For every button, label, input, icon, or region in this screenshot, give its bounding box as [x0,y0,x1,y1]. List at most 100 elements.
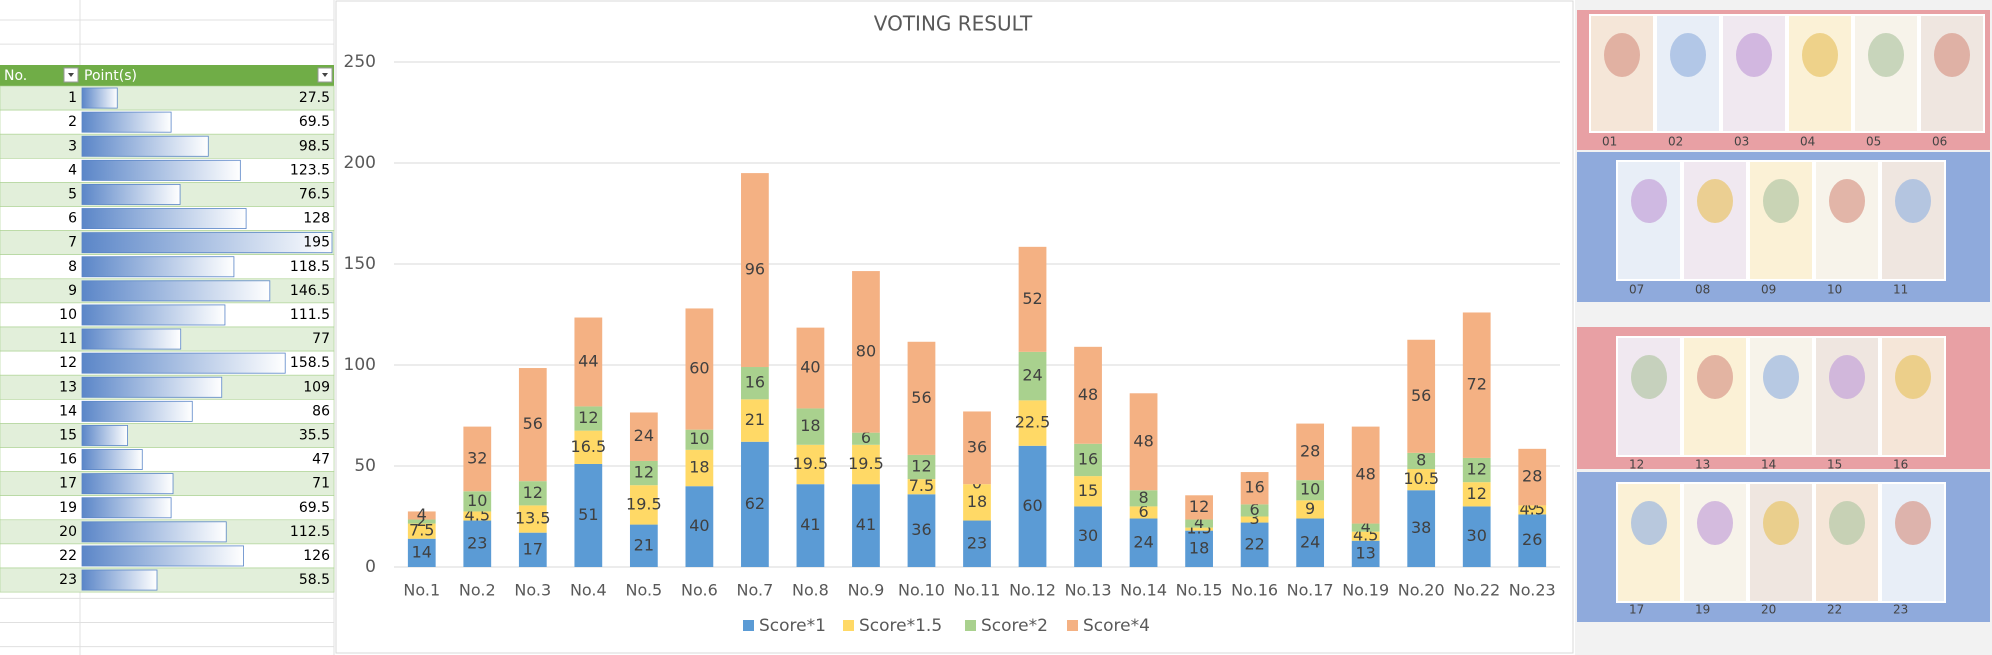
thumbnail-figure [1895,501,1931,545]
thumbnail-label: 11 [1893,283,1908,297]
bar-segment [685,486,714,567]
bar-segment [1351,523,1380,532]
bar-segment [907,454,936,480]
data-label: 12 [1189,497,1209,516]
bar-segment [852,432,880,445]
bar-segment [685,429,714,450]
thumbnail-label: 14 [1761,458,1776,472]
data-bar [81,135,209,157]
bar-segment [518,368,547,482]
data-label: 32 [467,448,487,467]
bar-segment [1407,339,1436,453]
data-label: 18 [800,416,820,435]
thumbnail-figure [1895,355,1931,399]
data-label: 48 [1355,465,1375,484]
bar-segment [574,406,603,431]
data-label: 13.5 [515,509,551,528]
data-bar [81,328,182,350]
data-label: 60 [1022,496,1042,515]
thumbnail-figure [1934,33,1970,77]
bar-segment [463,491,492,512]
cell: 10 [59,307,77,323]
cell: 22 [59,548,77,564]
bar-segment [1240,522,1269,567]
data-label: 4 [417,505,427,524]
x-tick-label: No.8 [792,581,829,600]
thumbnail-label: 09 [1761,283,1776,297]
thumbnail-label: 19 [1695,603,1710,617]
bar-segment [1351,426,1380,524]
bar-segment [1462,312,1491,458]
data-label: 24 [1133,532,1153,551]
bar-segment [1407,452,1436,470]
thumbnail-label: 05 [1866,135,1881,149]
data-bar [81,208,247,230]
bar-segment [518,532,547,567]
legend-swatch [965,620,976,631]
bar-segment [574,317,603,407]
data-label: 24 [1300,532,1320,551]
data-label: 16 [745,373,765,392]
x-tick-label: No.13 [1065,581,1112,600]
data-label: 10.5 [1403,469,1439,488]
bar-segment [796,408,825,445]
y-tick-label: 0 [365,557,376,577]
data-label: 12 [578,408,598,427]
cell: 195 [303,235,330,251]
cell: 123.5 [290,162,330,178]
data-label: 9 [1305,499,1315,518]
bar-segment [1074,346,1102,444]
cell: 8 [68,259,77,275]
thumbnail-figure [1763,355,1799,399]
data-bar [81,449,143,471]
data-label: 21 [745,410,765,429]
bar-segment [1185,530,1213,567]
data-bar [81,400,193,422]
cell: 69.5 [299,500,330,516]
data-bar [81,304,226,326]
bar-segment [574,463,603,567]
bar-segment [629,524,658,567]
filter-arrow [322,73,328,77]
data-bar [81,424,128,446]
data-label: 18 [689,458,709,477]
data-label: 56 [911,388,931,407]
bar-segment [1351,531,1380,541]
cell: 146.5 [290,283,330,299]
legend-label: Score*4 [1083,616,1150,636]
cell: 27.5 [299,90,330,106]
thumbnail-label: 01 [1602,135,1617,149]
data-label: 38 [1411,518,1431,537]
thumbnail-label: 03 [1734,135,1749,149]
bar-segment [1296,423,1325,481]
bar-segment [1185,495,1213,520]
bar-segment [852,484,880,567]
bar-segment [1129,518,1158,567]
y-tick-label: 100 [344,355,376,375]
data-label: 28 [1300,441,1320,460]
cell: 15 [59,427,77,443]
data-bar [81,376,223,398]
x-tick-label: No.5 [625,581,662,600]
data-label: 62 [745,494,765,513]
x-tick-label: No.4 [570,581,607,600]
bar-segment [629,412,658,461]
data-label: 2 [417,511,427,530]
data-label: 26 [1522,530,1542,549]
cell: 14 [59,403,77,419]
bar-segment [1018,445,1047,567]
thumbnail-label: 07 [1629,283,1644,297]
cell: 86 [312,403,330,419]
filter-arrow [68,73,74,77]
bar-segment [1018,351,1047,401]
bar-segment [629,485,658,525]
bar-segment [907,341,936,455]
y-tick-label: 250 [344,52,376,72]
data-label: 6 [1138,502,1148,521]
bar-segment [796,444,825,485]
thumbnail-label: 17 [1629,603,1644,617]
chart-title: VOTING RESULT [874,12,1033,36]
data-label: 13 [1355,543,1375,562]
thumbnail-figure [1763,179,1799,223]
data-label: 22.5 [1015,413,1051,432]
